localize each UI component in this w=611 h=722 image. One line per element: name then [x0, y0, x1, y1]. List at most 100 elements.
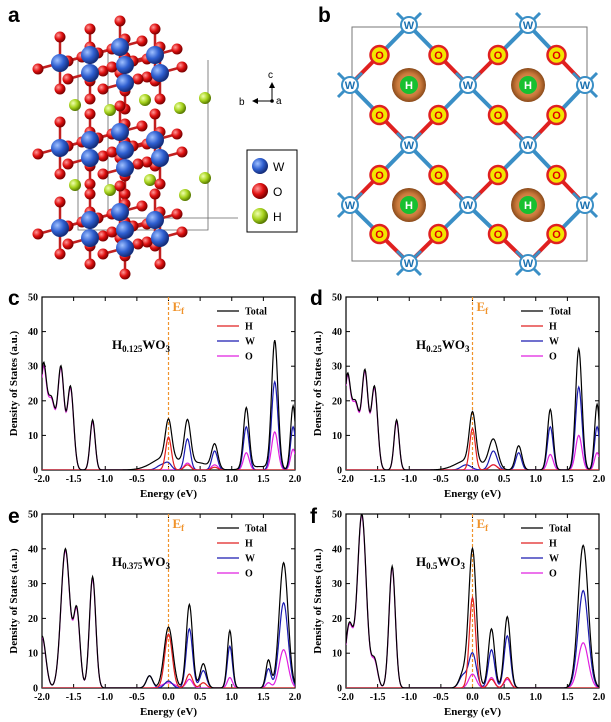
legend-label-h: H	[245, 539, 253, 550]
w-atom	[81, 46, 99, 64]
o-site	[428, 164, 449, 186]
fermi-sub: f	[485, 306, 489, 316]
w-atom	[151, 229, 169, 247]
x-tick-label: -1.0	[401, 692, 417, 703]
y-tick-label: 10	[28, 431, 38, 442]
o-atom	[97, 83, 109, 95]
crystal-projection-2d: O O O O O O O O O O O O O O O O H H H H W W W W W W W W W W W W	[336, 11, 599, 277]
h-atom	[199, 92, 211, 104]
y-axis-label: Density of States (a.u.)	[312, 548, 324, 654]
w-site-label: W	[580, 80, 591, 92]
w-atom	[116, 239, 134, 257]
o-site-label: O	[375, 229, 384, 241]
o-site-label: O	[375, 170, 384, 182]
dos-chart-d: -2.0 -1.5 -1.0 -0.5 0.0 0.5 1.0 1.5 2.0 0 10 20 30 40…	[312, 293, 605, 501]
h-site-label: H	[524, 200, 532, 212]
x-tick-label: 0.0	[162, 474, 175, 485]
y-tick-label: 20	[332, 396, 342, 407]
w-site	[519, 136, 537, 154]
w-site	[400, 136, 418, 154]
w-site	[576, 76, 594, 94]
x-tick-label: 1.5	[561, 474, 574, 485]
h-site-label: H	[405, 80, 413, 92]
x-tick-label: -2.0	[338, 474, 354, 485]
x-tick-label: -1.5	[370, 474, 386, 485]
o-atom	[97, 248, 109, 260]
x-tick-label: 0.5	[194, 474, 207, 485]
panel-label-d: d	[310, 287, 323, 310]
o-atom	[54, 168, 66, 180]
h-atom	[199, 172, 211, 184]
w-site-label: W	[404, 20, 415, 32]
h-atom	[69, 99, 81, 111]
x-tick-label: 1.5	[257, 692, 270, 703]
o-atom	[97, 65, 109, 77]
o-site	[487, 44, 509, 66]
h-site-label: H	[524, 80, 532, 92]
fermi-e: E	[173, 299, 182, 314]
x-tick-label: 1.0	[530, 474, 543, 485]
y-tick-label: 50	[28, 510, 38, 521]
y-tick-label: 30	[332, 362, 342, 373]
x-tick-label: -1.5	[370, 692, 386, 703]
x-tick-label: 0.5	[194, 692, 207, 703]
series-line-total	[42, 340, 295, 470]
w-site-label: W	[345, 80, 356, 92]
series-line-total	[42, 547, 295, 688]
projection-cell	[351, 26, 588, 262]
o-site	[428, 223, 449, 245]
formula-wo: WO	[142, 337, 165, 352]
y-axis-label: Density of States (a.u.)	[8, 330, 20, 436]
fermi-level-label: Ef	[173, 299, 186, 316]
w-atom	[111, 38, 129, 56]
x-tick-label: 0.5	[498, 474, 511, 485]
o-site-label: O	[494, 170, 503, 182]
o-atom	[141, 71, 153, 83]
o-site-label: O	[434, 110, 443, 122]
x-tick-label: -2.0	[34, 692, 50, 703]
legend-label-total: Total	[245, 524, 267, 535]
fermi-e: E	[477, 516, 486, 531]
w-atom	[111, 203, 129, 221]
w-atom	[81, 64, 99, 82]
compound-formula: H0.25WO3	[416, 337, 470, 354]
w-site	[341, 76, 359, 94]
w-site-label: W	[580, 200, 591, 212]
formula-sub2: 3	[166, 344, 171, 354]
legend-label-o: O	[549, 569, 557, 580]
w-atom	[81, 229, 99, 247]
fermi-level-label: Ef	[173, 516, 186, 533]
x-axis-label: Energy (eV)	[444, 706, 501, 718]
formula-sub2: 3	[461, 561, 466, 571]
o-atom	[154, 258, 166, 270]
legend-label-h: H	[549, 322, 557, 333]
compound-formula: H0.375WO3	[112, 554, 171, 571]
x-tick-label: 1.5	[561, 692, 574, 703]
o-atom	[132, 73, 144, 85]
w-atom	[51, 139, 69, 157]
x-tick-label: 0.5	[498, 692, 511, 703]
x-tick-label: 2.0	[593, 474, 606, 485]
w-atom	[116, 221, 134, 239]
formula-sub2: 3	[465, 344, 470, 354]
o-atom	[84, 258, 96, 270]
o-atom	[54, 116, 66, 128]
o-atom	[84, 93, 96, 105]
x-tick-label: -0.5	[129, 474, 145, 485]
formula-wo: WO	[442, 337, 465, 352]
fermi-level-label: Ef	[477, 516, 490, 533]
fermi-sub: f	[485, 523, 489, 533]
h-atom	[104, 184, 116, 196]
y-tick-label: 40	[28, 327, 38, 338]
y-tick-label: 0	[337, 466, 342, 477]
o-site-label: O	[375, 50, 384, 62]
o-atom	[132, 158, 144, 170]
legend-o-label: O	[273, 185, 282, 199]
w-site	[519, 254, 537, 272]
formula-sub: 0.375	[122, 561, 143, 571]
panel-label-b: b	[318, 4, 331, 27]
o-site	[487, 104, 509, 126]
legend-label-h: H	[549, 539, 557, 550]
o-atom	[171, 43, 183, 55]
o-atom	[171, 208, 183, 220]
